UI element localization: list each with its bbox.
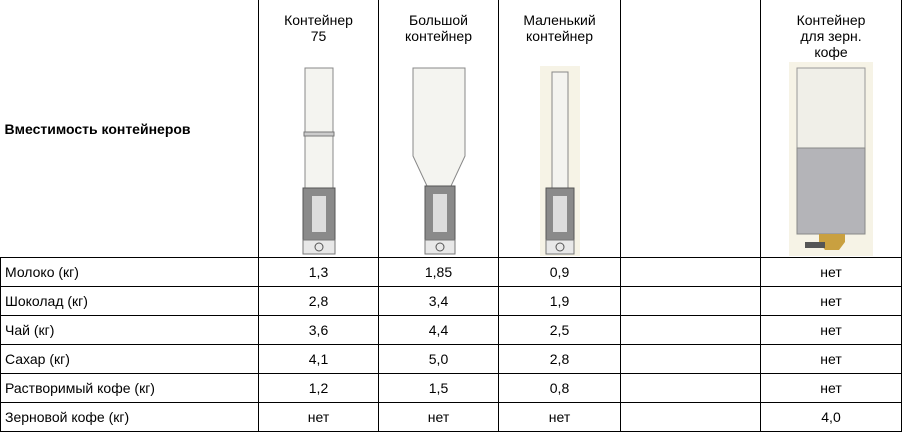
container-image [299, 66, 339, 256]
header-cell [621, 0, 761, 258]
empty-cell [621, 403, 761, 432]
table-cell: 1,3 [259, 258, 379, 287]
table-cell: 1,2 [259, 374, 379, 403]
empty-cell [621, 345, 761, 374]
table-cell: 1,9 [499, 287, 621, 316]
page: Вместимость контейнеров Контейнер 75 Бол… [0, 0, 902, 431]
empty-cell [621, 316, 761, 345]
capacity-table: Вместимость контейнеров Контейнер 75 Бол… [0, 0, 902, 432]
table-cell: 4,0 [761, 403, 902, 432]
table-cell: Чай (кг) [1, 316, 259, 345]
table-cell: нет [379, 403, 499, 432]
table-cell: 2,8 [259, 287, 379, 316]
table-cell: Зерновой кофе (кг) [1, 403, 259, 432]
table-cell: 3,4 [379, 287, 499, 316]
header-label: Вместимость контейнеров [1, 0, 259, 258]
table-cell: 0,9 [499, 258, 621, 287]
table-cell: нет [761, 258, 902, 287]
header-row: Вместимость контейнеров Контейнер 75 Бол… [1, 0, 902, 258]
container-image [540, 66, 580, 256]
table-cell: 1,5 [379, 374, 499, 403]
empty-cell [621, 287, 761, 316]
table-cell: 4,1 [259, 345, 379, 374]
header-cell: Маленький контейнер [499, 0, 621, 258]
table-cell: Шоколад (кг) [1, 287, 259, 316]
table-cell: Сахар (кг) [1, 345, 259, 374]
table-cell: 1,85 [379, 258, 499, 287]
table-cell: нет [761, 374, 902, 403]
table-cell: нет [499, 403, 621, 432]
empty-cell [621, 374, 761, 403]
column-title: Маленький контейнер [503, 0, 616, 44]
table-cell: нет [761, 345, 902, 374]
table-cell: Растворимый кофе (кг) [1, 374, 259, 403]
header-cell: Большой контейнер [379, 0, 499, 258]
table-cell: 5,0 [379, 345, 499, 374]
column-title: Большой контейнер [383, 0, 494, 44]
container-image [409, 66, 469, 256]
table-cell: нет [761, 316, 902, 345]
header-cell: Контейнер 75 [259, 0, 379, 258]
table-cell: нет [259, 403, 379, 432]
column-title: Контейнер для зерн. кофе [765, 0, 897, 60]
table-cell: 0,8 [499, 374, 621, 403]
container-image [789, 62, 873, 256]
table-cell: 4,4 [379, 316, 499, 345]
empty-cell [621, 258, 761, 287]
column-title: Контейнер 75 [263, 0, 374, 44]
table-cell: 3,6 [259, 316, 379, 345]
header-cell: Контейнер для зерн. кофе [761, 0, 902, 258]
table-cell: 2,5 [499, 316, 621, 345]
table-cell: 2,8 [499, 345, 621, 374]
table-cell: Молоко (кг) [1, 258, 259, 287]
table-cell: нет [761, 287, 902, 316]
